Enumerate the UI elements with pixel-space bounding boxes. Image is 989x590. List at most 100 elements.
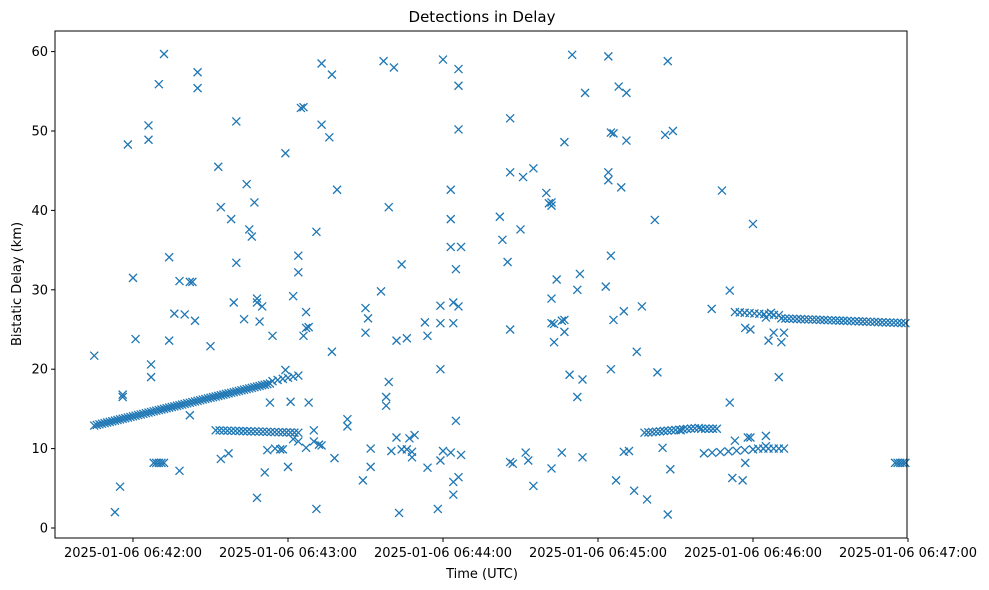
y-tick-label: 0	[40, 522, 48, 537]
data-point	[629, 486, 639, 496]
data-point	[392, 433, 401, 442]
data-point	[301, 323, 311, 333]
data-point	[580, 88, 590, 98]
data-point	[621, 88, 631, 98]
data-point	[327, 347, 337, 357]
data-point	[283, 373, 293, 383]
data-point	[881, 317, 891, 327]
data-point	[559, 137, 569, 147]
data-point	[572, 392, 582, 402]
data-point	[237, 385, 246, 395]
data-point	[606, 251, 616, 261]
data-point	[505, 325, 515, 334]
data-point	[89, 351, 99, 361]
data-point	[451, 264, 461, 274]
data-point	[213, 391, 223, 401]
data-point	[835, 316, 844, 326]
data-point	[850, 316, 860, 326]
data-point	[187, 397, 197, 407]
data-point	[180, 309, 190, 319]
data-point	[283, 462, 293, 472]
data-point	[643, 427, 653, 437]
data-point	[182, 398, 192, 408]
data-point	[557, 316, 567, 326]
data-point	[505, 167, 515, 177]
data-point	[159, 458, 169, 468]
data-point	[727, 473, 737, 483]
data-point	[725, 286, 735, 296]
data-point	[640, 428, 649, 438]
data-point	[239, 385, 249, 395]
data-point	[745, 433, 755, 442]
data-point	[704, 424, 714, 434]
data-point	[578, 452, 587, 462]
data-point	[94, 419, 104, 429]
data-point	[402, 333, 412, 343]
data-point	[190, 316, 200, 326]
data-point	[547, 198, 556, 207]
data-point	[659, 426, 669, 436]
data-point	[115, 414, 125, 424]
data-point	[572, 285, 582, 295]
data-point	[100, 418, 110, 428]
data-point	[567, 50, 577, 60]
data-point	[686, 424, 696, 434]
data-point	[172, 401, 182, 411]
data-point	[311, 227, 321, 237]
data-point	[410, 430, 420, 440]
data-point	[249, 198, 259, 207]
data-point	[454, 81, 463, 91]
data-point	[128, 273, 138, 283]
y-tick-label: 60	[31, 45, 48, 60]
data-point	[244, 224, 254, 234]
data-point	[293, 267, 303, 277]
data-point	[678, 424, 688, 434]
data-point	[208, 392, 218, 402]
x-tick-label: 2025-01-06 06:46:00	[684, 546, 822, 561]
data-point	[252, 294, 262, 303]
data-point	[366, 462, 376, 472]
data-point	[740, 323, 750, 333]
data-point	[293, 428, 303, 438]
data-point	[118, 390, 128, 400]
data-point	[282, 427, 291, 437]
data-point	[521, 448, 531, 458]
data-point	[128, 411, 138, 421]
data-point	[304, 398, 314, 408]
data-point	[632, 347, 642, 357]
data-point	[151, 406, 161, 416]
data-point	[655, 426, 665, 436]
data-point	[107, 416, 117, 426]
data-point	[255, 381, 265, 391]
data-point	[407, 452, 417, 462]
data-point	[288, 372, 298, 382]
data-point	[280, 148, 290, 158]
data-point	[609, 315, 618, 325]
data-point	[601, 282, 611, 292]
data-point	[185, 398, 195, 408]
data-point	[342, 421, 352, 431]
data-point	[642, 494, 652, 504]
data-point	[327, 70, 337, 80]
data-point	[105, 417, 115, 427]
data-point	[146, 359, 156, 369]
data-point	[250, 427, 260, 436]
data-point	[386, 446, 396, 456]
data-point	[652, 367, 662, 377]
data-point	[446, 185, 456, 195]
data-point	[141, 408, 151, 418]
data-point	[420, 317, 430, 327]
data-point	[120, 413, 130, 423]
data-point	[725, 398, 735, 408]
data-point	[268, 331, 277, 341]
data-point	[247, 232, 257, 242]
data-point	[384, 377, 394, 387]
data-point	[707, 304, 717, 314]
data-point	[288, 434, 298, 444]
data-point	[293, 371, 303, 381]
data-point	[508, 459, 518, 469]
data-point	[230, 426, 240, 436]
data-point	[448, 490, 458, 500]
data-point	[454, 472, 463, 482]
